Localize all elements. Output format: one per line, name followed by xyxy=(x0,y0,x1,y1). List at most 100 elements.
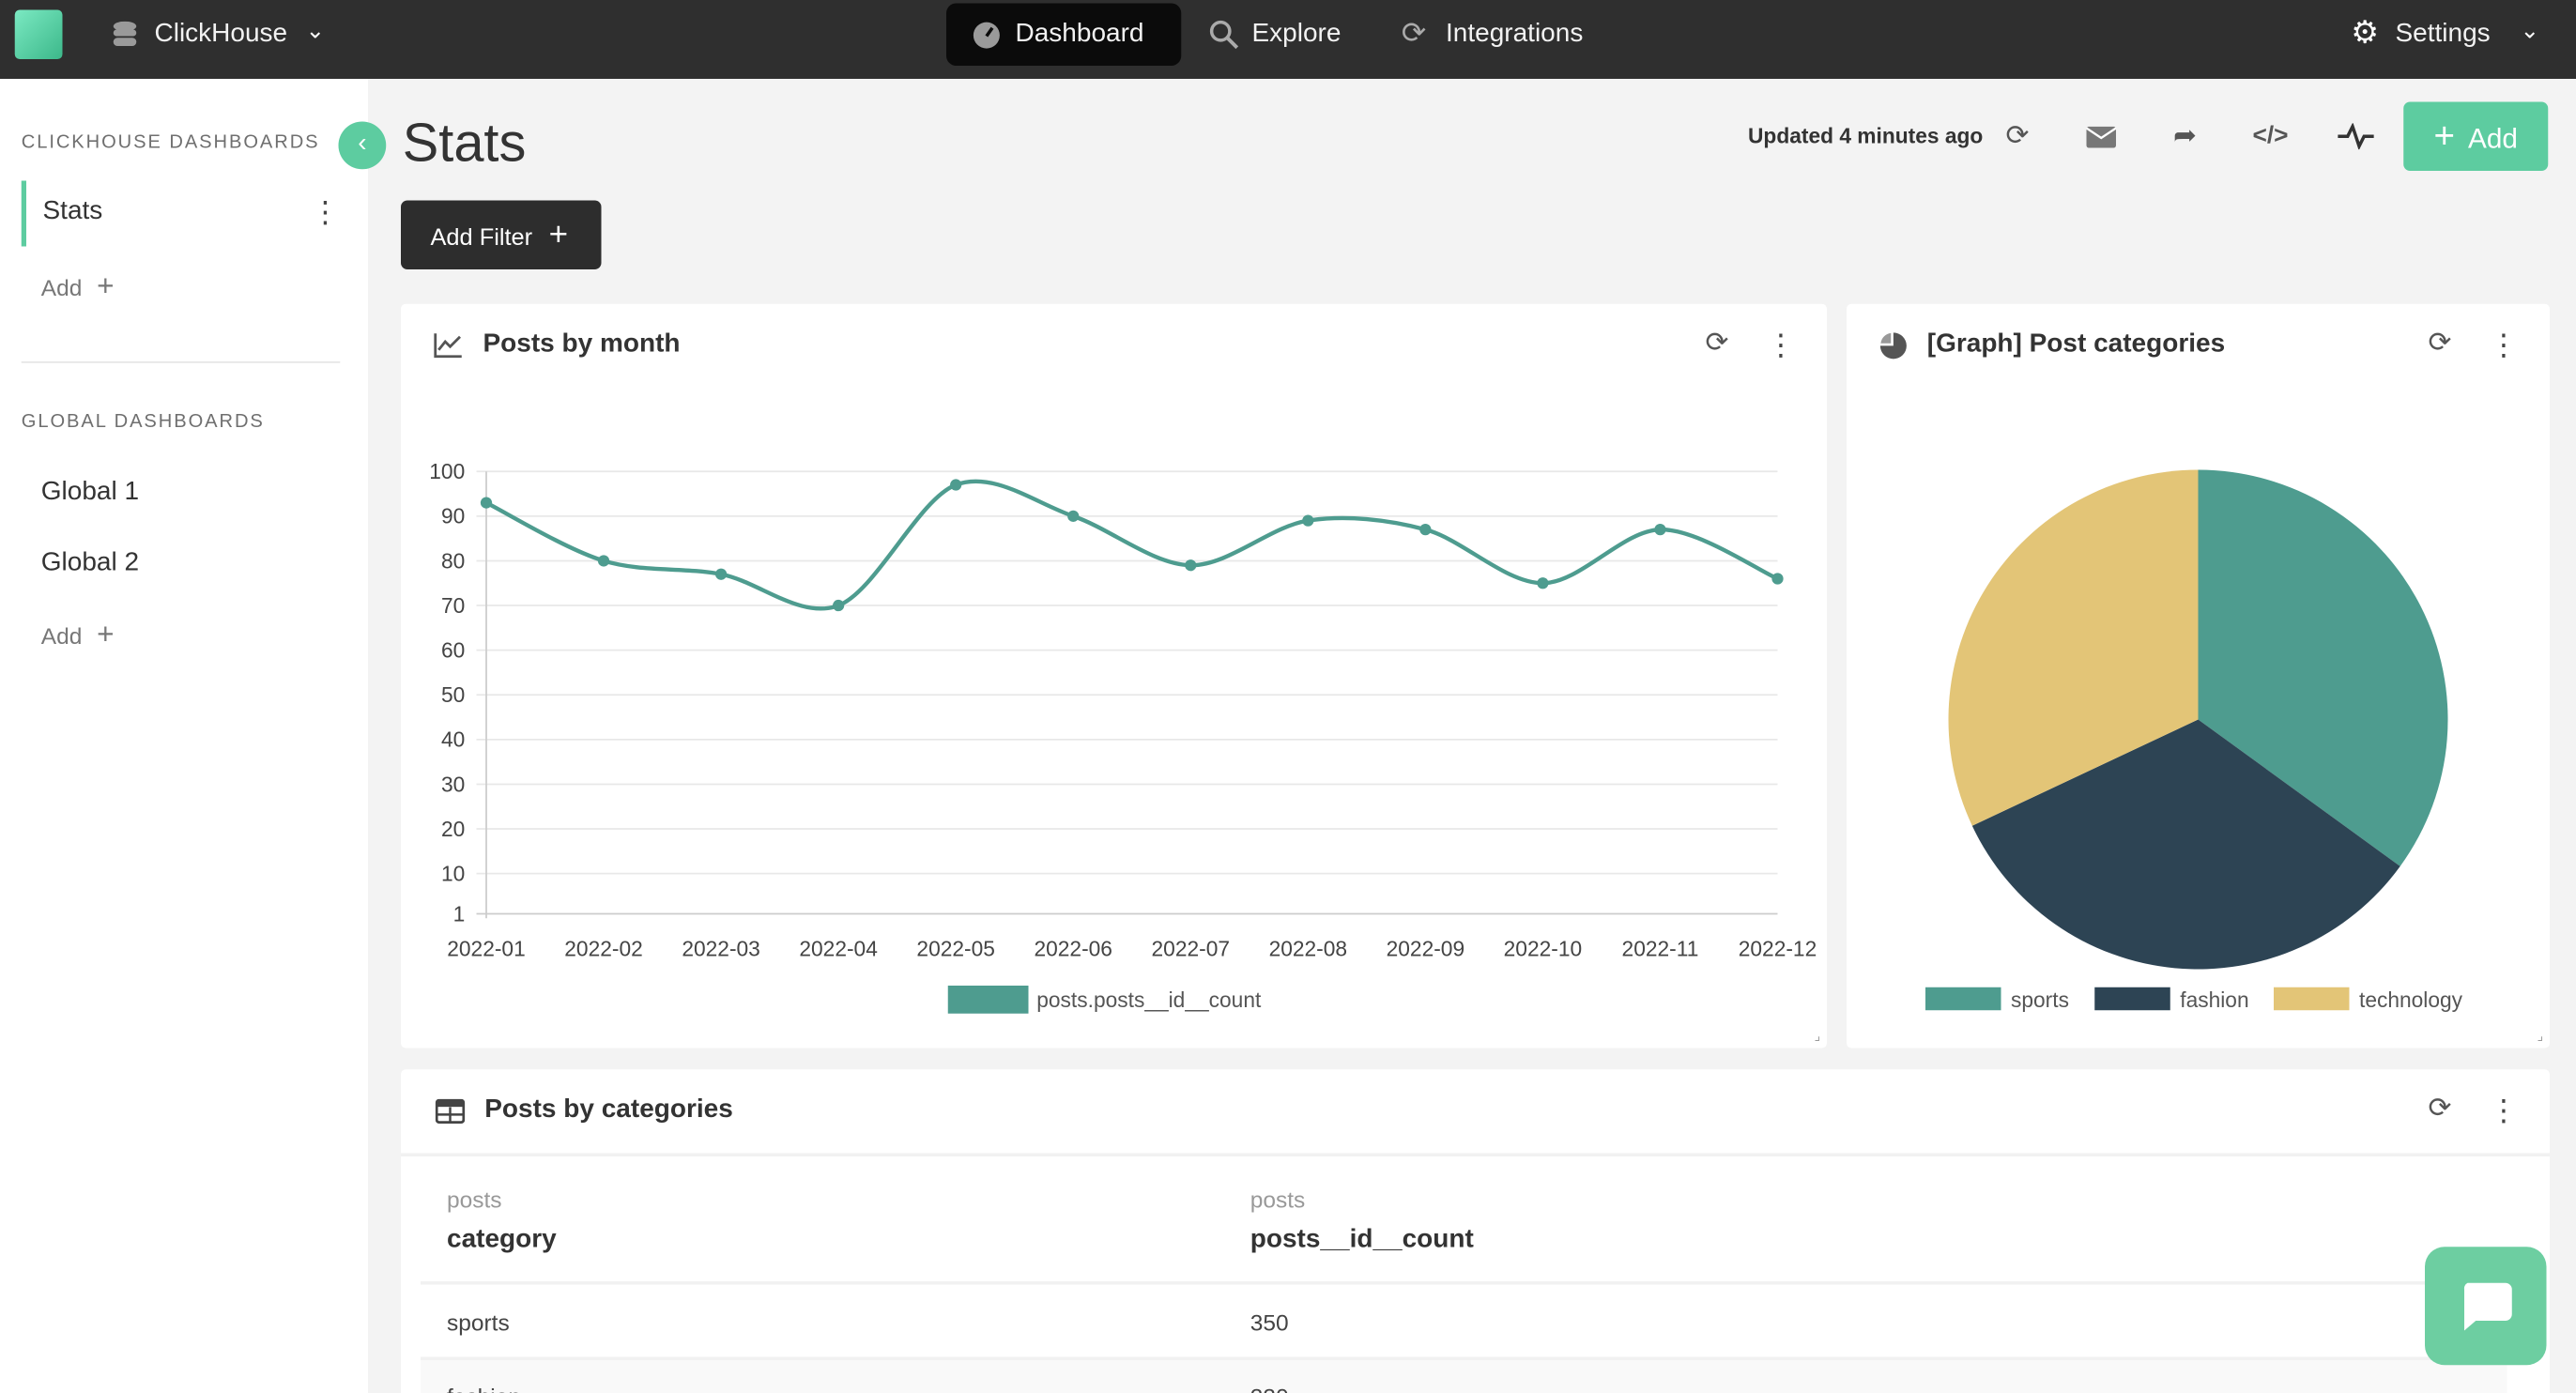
add-label: Add xyxy=(40,274,83,301)
datasource-selector[interactable]: ClickHouse ⌄ xyxy=(112,0,342,72)
divider xyxy=(421,1356,2507,1360)
line-chart: 1 10 20 30 40 50 60 70 80 90 100 2022-01 2022-02 2022… xyxy=(429,459,1817,1014)
data-point xyxy=(597,555,610,567)
legend-swatch xyxy=(2274,987,2350,1011)
legend-label: technology xyxy=(2359,987,2463,1012)
cell-count: 330 xyxy=(1250,1384,1289,1393)
card-title: Posts by month xyxy=(483,329,681,359)
add-button[interactable]: + Add xyxy=(2403,101,2549,171)
data-point xyxy=(1419,524,1432,536)
embed-code-icon[interactable]: </> xyxy=(2252,121,2289,150)
y-tick-label: 90 xyxy=(441,504,465,528)
y-tick-label: 20 xyxy=(441,817,465,841)
data-point xyxy=(1537,577,1549,589)
section-heading: GLOBAL DASHBOARDS xyxy=(21,412,265,433)
gear-icon: ⚙ xyxy=(2351,16,2380,52)
kebab-menu-icon[interactable]: ⋮ xyxy=(310,195,341,229)
y-tick-label: 30 xyxy=(441,772,465,796)
plus-icon: + xyxy=(97,618,115,651)
y-tick-label: 60 xyxy=(441,638,465,663)
x-tick-label: 2022-11 xyxy=(1622,937,1699,961)
sidebar-item-global-2[interactable]: Global 2 xyxy=(40,548,140,577)
refresh-icon[interactable]: ⟳ xyxy=(1705,327,1729,359)
add-global-dashboard-button[interactable]: Add + xyxy=(41,618,115,652)
resize-handle[interactable]: ⌟ xyxy=(2537,1028,2543,1044)
x-tick-label: 2022-02 xyxy=(564,937,642,961)
pie-chart: sports fashion technology xyxy=(1925,469,2463,1012)
column-header-category[interactable]: category xyxy=(447,1225,557,1254)
settings-label: Settings xyxy=(2395,20,2491,48)
resize-handle[interactable]: ⌟ xyxy=(1814,1028,1820,1044)
pie-slice-fashion xyxy=(1971,719,2400,970)
data-point xyxy=(1771,573,1784,585)
nav-label: Integrations xyxy=(1446,20,1584,48)
add-filter-button[interactable]: Add Filter + xyxy=(401,200,602,269)
pie-chart-icon xyxy=(1879,332,1907,360)
x-tick-label: 2022-09 xyxy=(1387,937,1465,961)
data-point xyxy=(714,568,728,580)
share-icon[interactable]: ➦ xyxy=(2173,119,2197,151)
sync-icon: ⟳ xyxy=(1401,16,1427,50)
card-title: [Graph] Post categories xyxy=(1926,329,2226,359)
data-point xyxy=(1302,514,1314,527)
x-tick-label: 2022-04 xyxy=(799,937,878,961)
series-line xyxy=(485,479,1779,611)
data-point xyxy=(833,599,845,612)
top-navbar: ClickHouse ⌄ Dashboard Explore ⟳ Integra… xyxy=(0,0,2576,79)
data-table: posts category posts posts__id__count sp… xyxy=(421,1168,2540,1393)
refresh-icon[interactable]: ⟳ xyxy=(2428,1092,2452,1124)
sidebar-item-stats[interactable]: Stats ⋮ xyxy=(21,180,342,247)
y-tick-label: 1 xyxy=(453,901,466,926)
nav-dashboard[interactable]: Dashboard xyxy=(946,3,1182,66)
x-tick-label: 2022-08 xyxy=(1269,937,1348,961)
nav-integrations[interactable]: ⟳ Integrations xyxy=(1402,7,1616,66)
divider xyxy=(421,1281,2507,1285)
activity-icon[interactable] xyxy=(2331,112,2381,161)
divider xyxy=(21,361,341,363)
settings-menu[interactable]: ⚙ Settings ⌄ xyxy=(2350,7,2555,66)
data-point xyxy=(1067,510,1080,522)
plus-icon: + xyxy=(97,269,115,302)
posts-by-categories-card: Posts by categories ⟳ ⋮ posts category p… xyxy=(401,1069,2550,1393)
nav-label: Dashboard xyxy=(1015,20,1144,48)
y-tick-label: 50 xyxy=(441,682,465,707)
card-title: Posts by categories xyxy=(484,1095,733,1124)
refresh-icon[interactable]: ⟳ xyxy=(2005,119,2030,151)
posts-by-month-card: Posts by month ⟳ ⋮ 1 10 20 30 40 50 60 70 80 90 10… xyxy=(401,303,1827,1049)
x-tick-label: 2022-03 xyxy=(682,937,760,961)
chevron-down-icon: ⌄ xyxy=(305,16,326,43)
data-point xyxy=(1185,559,1197,572)
add-filter-label: Add Filter xyxy=(430,224,533,252)
plus-icon: + xyxy=(2433,115,2456,157)
search-icon xyxy=(1209,20,1239,50)
pie-slice-technology xyxy=(1948,469,2199,826)
updated-status: Updated 4 minutes ago xyxy=(1748,123,1984,148)
kebab-menu-icon[interactable]: ⋮ xyxy=(2489,1094,2519,1127)
refresh-icon[interactable]: ⟳ xyxy=(2428,327,2452,359)
y-tick-label: 70 xyxy=(441,593,465,618)
plus-icon: + xyxy=(548,217,569,253)
table-row: fashion 330 xyxy=(421,1360,2507,1393)
sidebar-item-global-1[interactable]: Global 1 xyxy=(40,478,140,506)
app-logo[interactable] xyxy=(14,9,63,59)
legend-label: posts.posts__id__count xyxy=(1036,987,1262,1012)
column-header-count[interactable]: posts__id__count xyxy=(1250,1225,1474,1254)
divider xyxy=(401,1153,2550,1156)
nav-explore[interactable]: Explore xyxy=(1207,7,1363,66)
x-tick-label: 2022-07 xyxy=(1152,937,1231,961)
legend-label: sports xyxy=(2011,987,2069,1012)
pie-slice-sports xyxy=(2198,469,2448,866)
email-icon[interactable] xyxy=(2077,112,2126,161)
table-row: sports 350 xyxy=(421,1285,2507,1357)
x-tick-label: 2022-05 xyxy=(916,937,995,961)
section-heading: CLICKHOUSE DASHBOARDS xyxy=(21,132,320,153)
data-point xyxy=(950,479,962,491)
chevron-down-icon: ⌄ xyxy=(2520,16,2540,43)
collapse-sidebar-button[interactable]: ‹ xyxy=(338,121,387,170)
chat-support-button[interactable] xyxy=(2425,1247,2547,1366)
add-dashboard-button[interactable]: Add + xyxy=(41,269,115,304)
cell-category: sports xyxy=(447,1309,510,1336)
database-icon xyxy=(113,21,137,46)
dashboard-gauge-icon xyxy=(973,22,1000,49)
add-label: Add xyxy=(2468,123,2518,155)
